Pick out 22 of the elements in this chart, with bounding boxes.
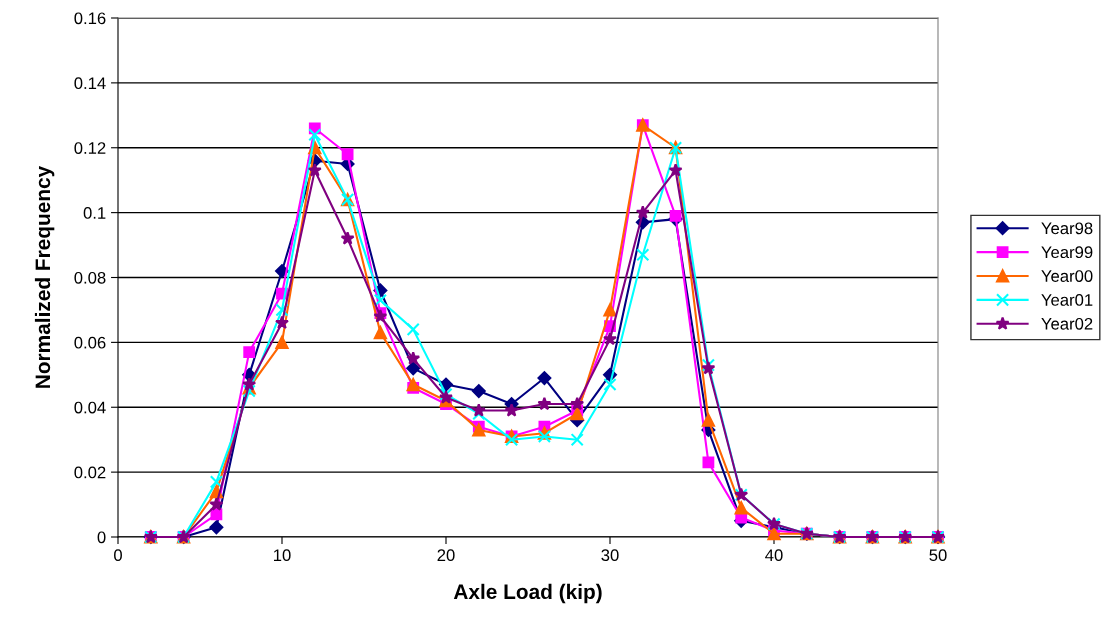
x-tick-label: 10 — [274, 549, 291, 562]
legend-label: Year00 — [1041, 270, 1093, 282]
y-tick-label: 0.06 — [74, 336, 106, 349]
y-tick-label: 0.14 — [74, 77, 106, 90]
x-tick-label: 20 — [437, 549, 455, 562]
y-tick-label: 0.02 — [74, 466, 106, 479]
x-axis-title: Axle Load (kip) — [453, 583, 602, 604]
y-tick-label: 0.04 — [74, 401, 106, 414]
y-tick-label: 0.16 — [74, 12, 106, 25]
legend-label: Year99 — [1041, 246, 1093, 259]
x-tick-label: 40 — [765, 549, 783, 562]
x-tick-label: 0 — [114, 549, 122, 562]
y-tick-label: 0.08 — [74, 271, 106, 284]
x-tick-label: 30 — [601, 549, 619, 562]
y-tick-label: 0 — [97, 531, 106, 544]
legend-label: Year02 — [1041, 317, 1093, 330]
x-tick-label: 50 — [929, 549, 947, 562]
y-tick-label: 0.12 — [74, 142, 106, 154]
legend-label: Year98 — [1041, 222, 1093, 235]
legend-label: Year01 — [1041, 294, 1093, 306]
y-axis-title: Normalized Frequency — [34, 165, 55, 388]
y-tick-label: 0.1 — [83, 207, 106, 219]
